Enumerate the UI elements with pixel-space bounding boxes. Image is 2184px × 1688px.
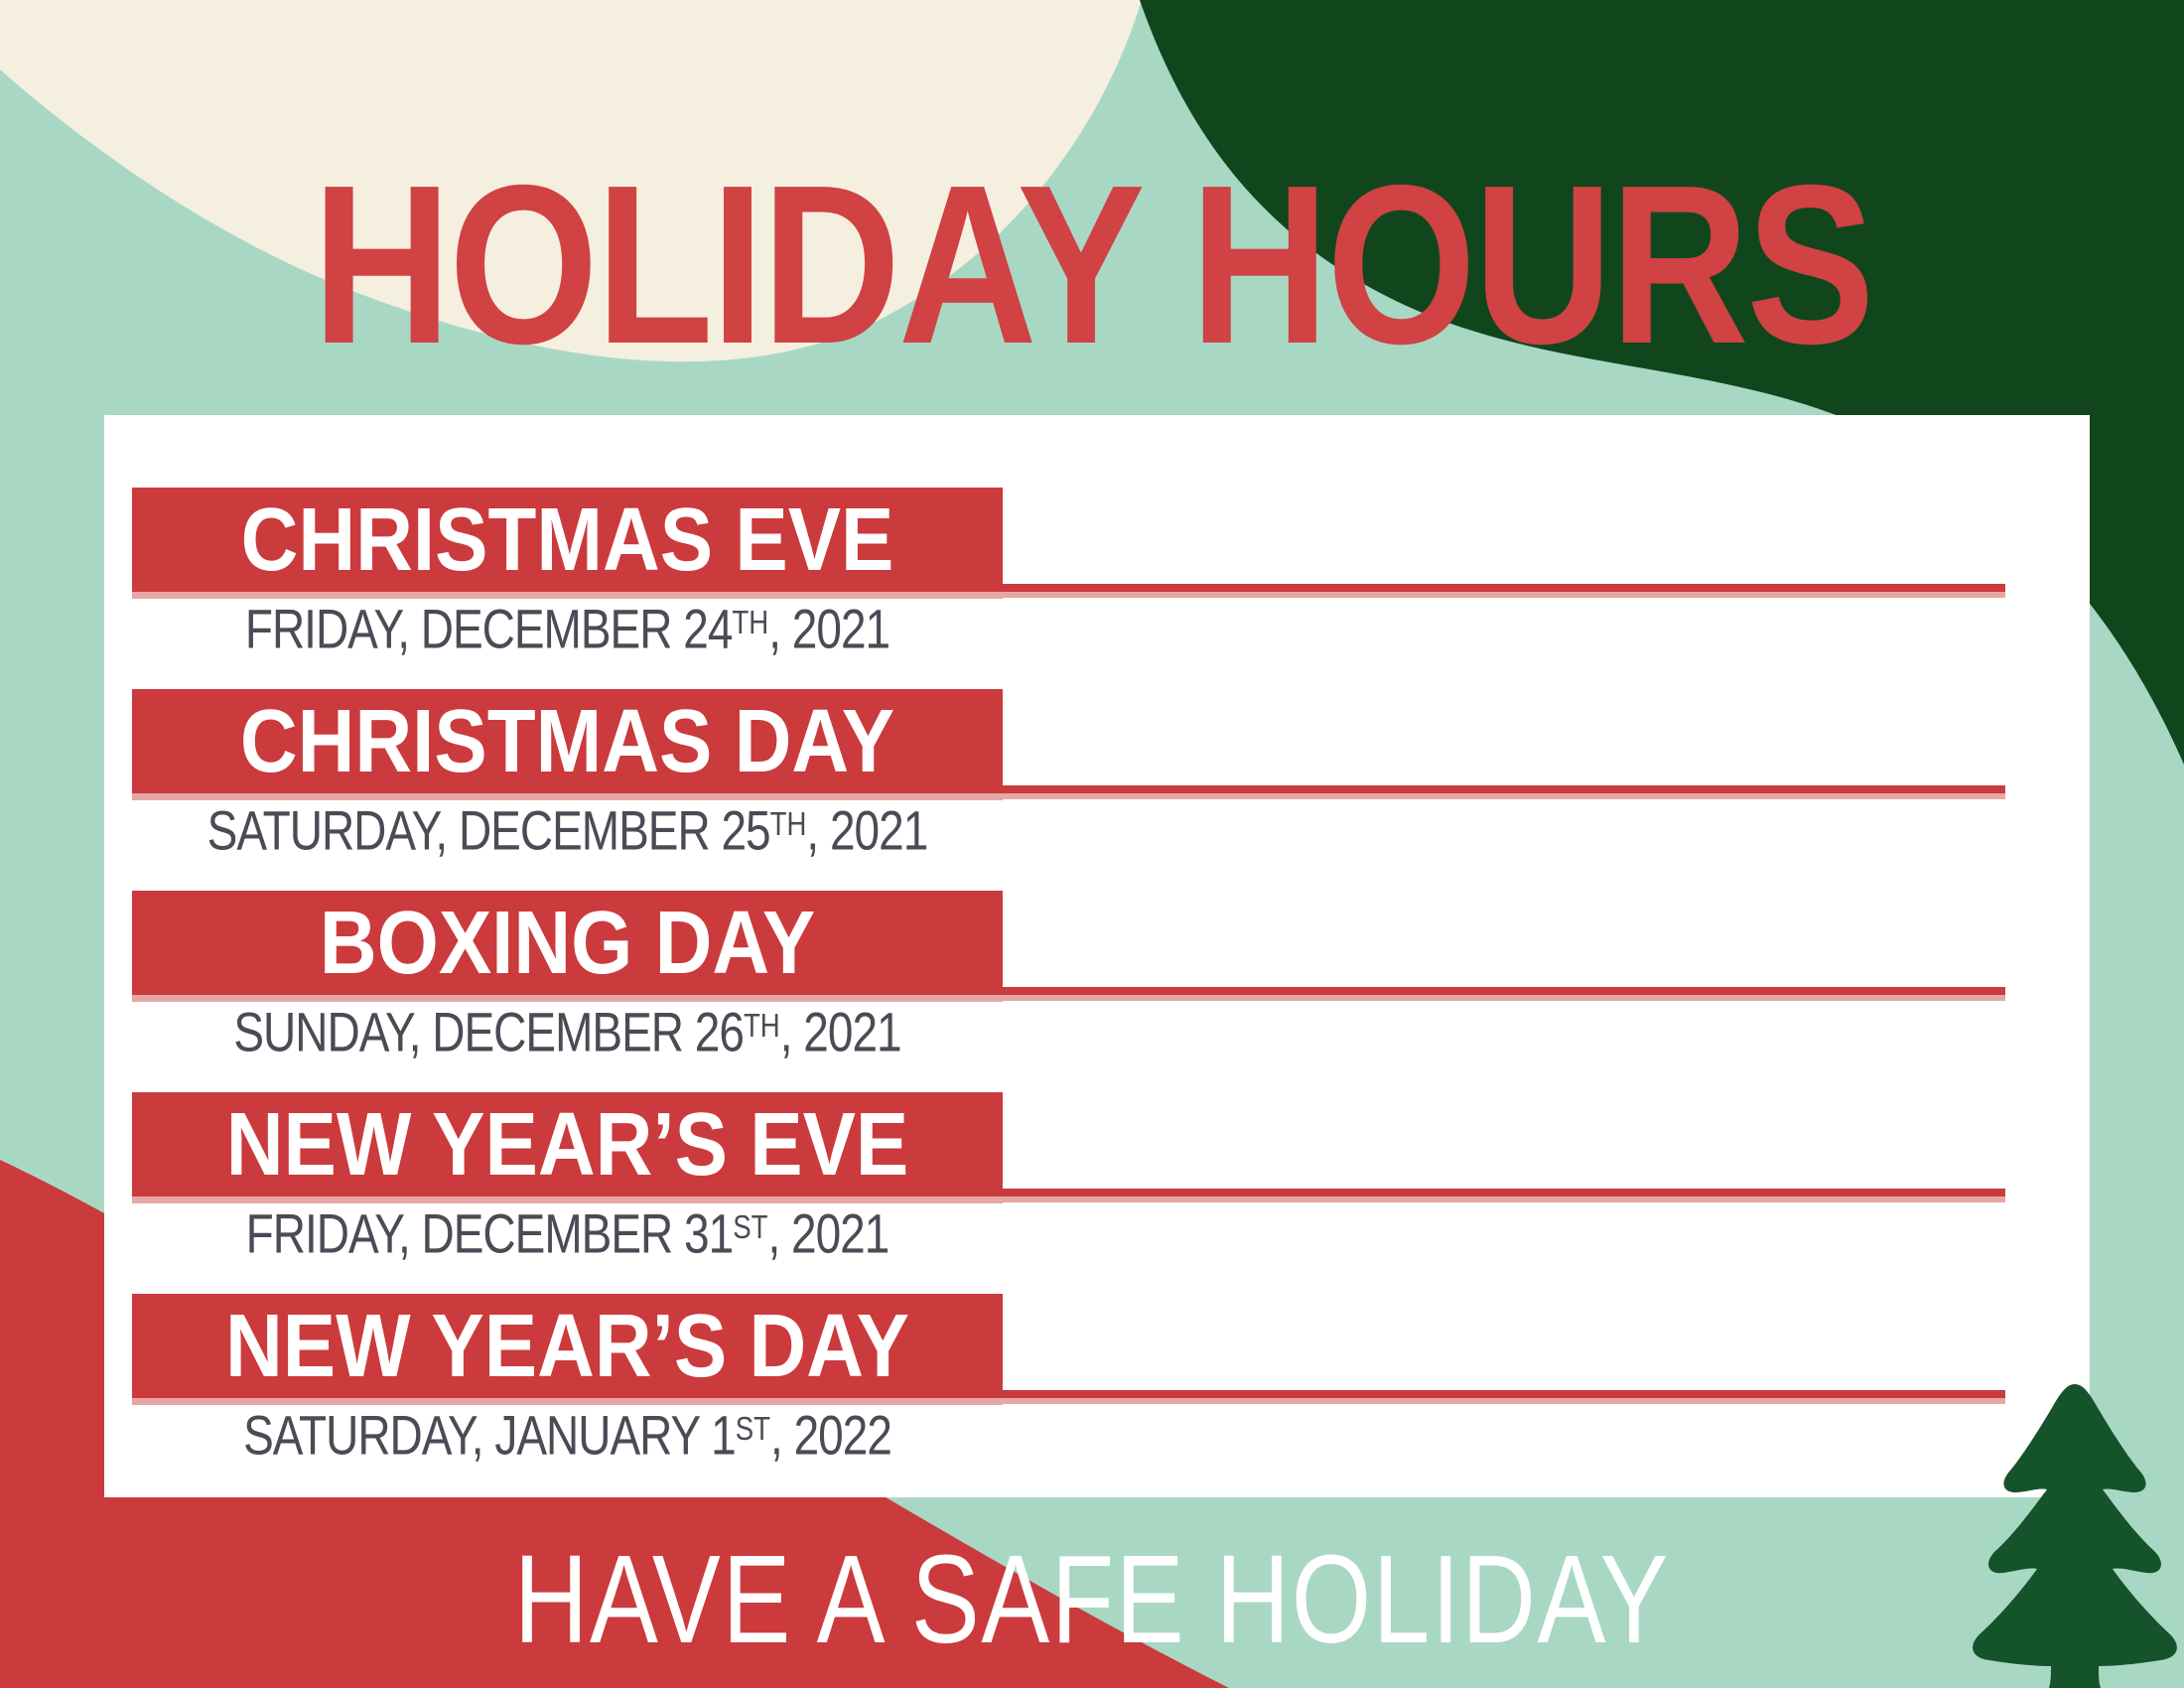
date-year: , 2021 [806,799,928,862]
date-ordinal: ST [733,1207,768,1245]
poster-title-text: HOLIDAY HOURS [312,139,1874,391]
holiday-banner: NEW YEAR’S DAY [132,1294,1003,1398]
holiday-name: NEW YEAR’S EVE [225,1094,909,1194]
holiday-banner: NEW YEAR’S EVE [132,1092,1003,1196]
footer-message: HAVE A SAFE HOLIDAY [0,1537,2184,1662]
holiday-banner: CHRISTMAS DAY [132,689,1003,793]
date-year: , 2021 [768,598,890,660]
fill-in-line [1003,1390,2005,1398]
date-text: FRIDAY, DECEMBER 24 [244,598,734,660]
date-year: , 2022 [770,1404,892,1467]
holiday-name: CHRISTMAS EVE [240,490,894,589]
schedule-card: CHRISTMAS EVE FRIDAY, DECEMBER 24TH, 202… [104,415,2090,1497]
schedule-row: CHRISTMAS DAY SATURDAY, DECEMBER 25TH, 2… [132,689,2090,868]
schedule-row: NEW YEAR’S DAY SATURDAY, JANUARY 1ST, 20… [132,1294,2090,1473]
date-ordinal: TH [743,1006,780,1044]
holiday-name: CHRISTMAS DAY [239,691,895,790]
poster-title: HOLIDAY HOURS [0,152,2184,378]
date-ordinal: ST [735,1409,771,1447]
holiday-date: SATURDAY, DECEMBER 25TH, 2021 [132,799,1003,868]
fill-in-line [1003,1189,2005,1196]
date-text: SUNDAY, DECEMBER 26 [233,1001,745,1063]
date-text: FRIDAY, DECEMBER 31 [245,1202,735,1265]
holiday-banner: CHRISTMAS EVE [132,488,1003,592]
holiday-date: SUNDAY, DECEMBER 26TH, 2021 [132,1001,1003,1069]
schedule-row: CHRISTMAS EVE FRIDAY, DECEMBER 24TH, 202… [132,488,2090,666]
holiday-date: FRIDAY, DECEMBER 31ST, 2021 [132,1202,1003,1271]
date-ordinal: TH [769,804,807,842]
schedule-row: NEW YEAR’S EVE FRIDAY, DECEMBER 31ST, 20… [132,1092,2090,1271]
date-year: , 2021 [767,1202,889,1265]
holiday-date: SATURDAY, JANUARY 1ST, 2022 [132,1404,1003,1473]
fill-in-line [1003,785,2005,793]
holiday-date: FRIDAY, DECEMBER 24TH, 2021 [132,598,1003,666]
date-text: SATURDAY, JANUARY 1 [243,1404,737,1467]
holiday-banner: BOXING DAY [132,891,1003,995]
schedule-row: BOXING DAY SUNDAY, DECEMBER 26TH, 2021 [132,891,2090,1069]
date-text: SATURDAY, DECEMBER 25 [206,799,771,862]
footer-message-text: HAVE A SAFE HOLIDAY [513,1529,1671,1669]
holiday-name: BOXING DAY [319,893,816,992]
date-year: , 2021 [779,1001,902,1063]
date-ordinal: TH [732,603,769,640]
holiday-name: NEW YEAR’S DAY [224,1296,910,1395]
fill-in-line [1003,584,2005,592]
fill-in-line [1003,987,2005,995]
